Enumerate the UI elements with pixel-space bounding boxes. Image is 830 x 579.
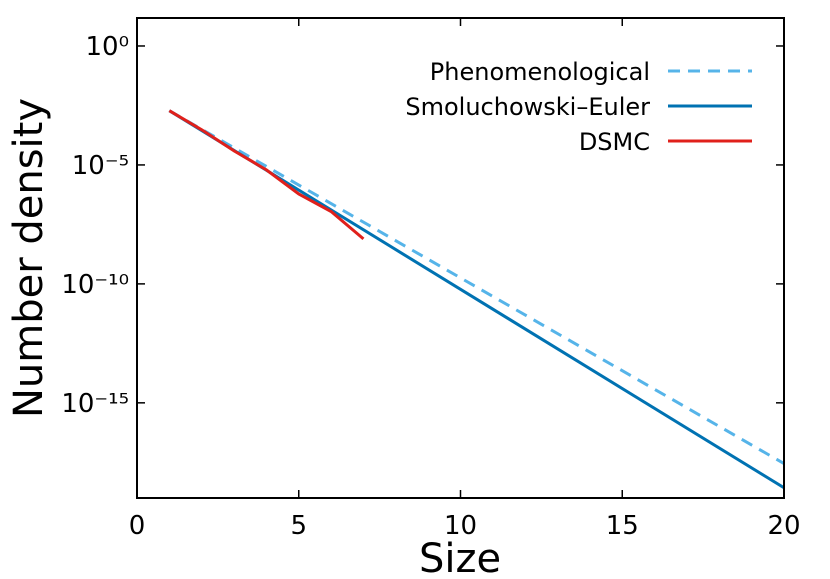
legend-label: Smoluchowski–Euler bbox=[405, 93, 650, 121]
x-tick-label: 5 bbox=[290, 511, 307, 541]
y-axis-label: Number density bbox=[6, 98, 52, 418]
legend-label: Phenomenological bbox=[430, 58, 650, 86]
x-tick-label: 20 bbox=[767, 511, 800, 541]
x-tick-label: 10 bbox=[444, 511, 477, 541]
plot-frame bbox=[136, 17, 785, 499]
y-tick-label: 10⁻¹⁵ bbox=[61, 389, 129, 419]
x-axis-label: Size bbox=[419, 536, 501, 579]
x-tick-label: 0 bbox=[129, 511, 146, 541]
y-tick-label: 10⁻¹⁰ bbox=[61, 270, 129, 300]
legend-label: DSMC bbox=[579, 128, 650, 156]
x-tick-label: 15 bbox=[606, 511, 639, 541]
y-tick-label: 10⁻⁵ bbox=[72, 151, 129, 181]
y-tick-label: 10⁰ bbox=[85, 32, 129, 62]
data-line bbox=[168, 109, 365, 241]
data-line bbox=[168, 109, 785, 465]
